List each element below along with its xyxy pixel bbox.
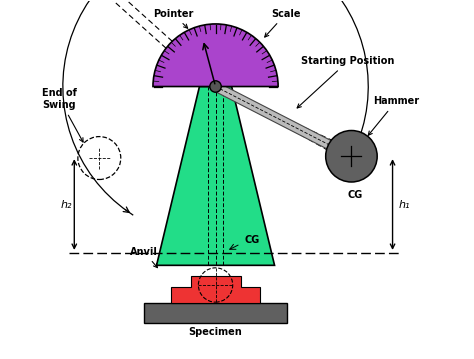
Bar (144, 303, 287, 322)
Text: h₁: h₁ (399, 200, 410, 210)
Circle shape (326, 131, 377, 182)
Text: h₂: h₂ (61, 200, 73, 210)
Text: Hammer: Hammer (368, 97, 419, 135)
Circle shape (210, 81, 221, 92)
Text: Scale: Scale (264, 9, 301, 37)
Text: Anvil: Anvil (130, 247, 157, 268)
Wedge shape (153, 24, 278, 87)
Polygon shape (171, 276, 260, 303)
Text: Specimen: Specimen (189, 327, 242, 337)
Text: CG: CG (347, 190, 363, 200)
Text: Pointer: Pointer (153, 9, 193, 28)
Text: CG: CG (244, 235, 259, 245)
Polygon shape (156, 87, 274, 265)
Text: Starting Position: Starting Position (297, 56, 395, 108)
Text: End of
Swing: End of Swing (42, 88, 83, 142)
Polygon shape (213, 82, 354, 160)
